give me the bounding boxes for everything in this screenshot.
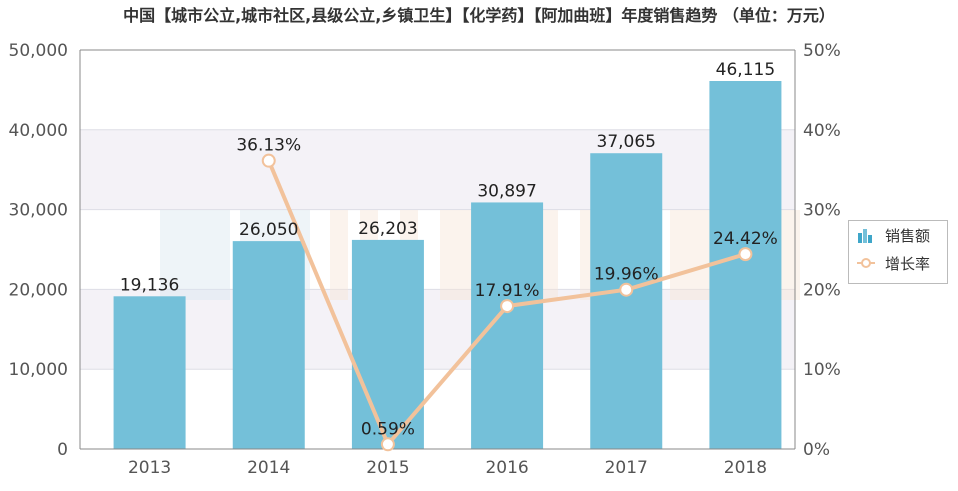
bar — [232, 241, 305, 449]
grid-band — [80, 289, 795, 370]
growth-point — [261, 153, 276, 168]
legend-label: 增长率 — [885, 254, 931, 273]
growth-point — [619, 282, 634, 297]
x-tick-label: 2014 — [247, 458, 290, 478]
growth-point — [380, 437, 395, 452]
growth-data-label: 17.91% — [475, 281, 540, 301]
growth-data-label: 36.13% — [236, 136, 301, 156]
legend: 销售额 增长率 — [848, 220, 948, 284]
growth-point — [500, 299, 515, 314]
y-left-tick-label: 30,000 — [9, 201, 68, 221]
bar — [709, 81, 782, 450]
growth-data-label: 19.96% — [594, 265, 659, 285]
legend-label: 销售额 — [885, 226, 931, 245]
watermark-shape — [540, 210, 558, 300]
y-right-tick-label: 0% — [803, 440, 830, 460]
bar-legend-icon — [858, 229, 872, 243]
x-tick-label: 2015 — [366, 458, 409, 478]
grid-band — [80, 129, 795, 210]
bar — [471, 202, 544, 449]
x-tick-label: 2017 — [605, 458, 648, 478]
watermark-shape — [330, 210, 348, 300]
legend-item-growth[interactable]: 增长率 — [849, 249, 947, 277]
bar-data-label: 19,136 — [120, 275, 179, 295]
y-left-tick-label: 50,000 — [9, 41, 68, 61]
x-tick-label: 2013 — [128, 458, 171, 478]
bar-data-label: 46,115 — [716, 60, 775, 80]
x-tick-label: 2018 — [724, 458, 767, 478]
growth-point — [738, 247, 753, 262]
y-right-tick-label: 10% — [803, 360, 841, 380]
y-right-tick-label: 30% — [803, 201, 841, 221]
y-left-tick-label: 20,000 — [9, 280, 68, 300]
x-tick-label: 2016 — [485, 458, 528, 478]
growth-data-label: 0.59% — [361, 419, 415, 439]
bar-data-label: 37,065 — [597, 132, 656, 152]
chart-title: 中国【城市公立,城市社区,县级公立,乡镇卫生】【化学药】【阿加曲班】年度销售趋势… — [123, 6, 835, 25]
y-right-tick-label: 20% — [803, 280, 841, 300]
bar-data-label: 30,897 — [477, 181, 536, 201]
growth-data-label: 24.42% — [713, 229, 778, 249]
legend-item-sales[interactable]: 销售额 — [849, 221, 947, 249]
y-left-tick-label: 40,000 — [9, 121, 68, 141]
watermark-shape — [160, 210, 230, 300]
y-right-tick-label: 50% — [803, 41, 841, 61]
bar-data-label: 26,050 — [239, 220, 298, 240]
bar-data-label: 26,203 — [358, 219, 417, 239]
bar — [590, 153, 663, 449]
y-left-tick-label: 0 — [57, 440, 68, 460]
y-left-tick-label: 10,000 — [9, 360, 68, 380]
y-right-tick-label: 40% — [803, 121, 841, 141]
line-legend-icon — [857, 258, 875, 268]
bar — [113, 296, 186, 449]
